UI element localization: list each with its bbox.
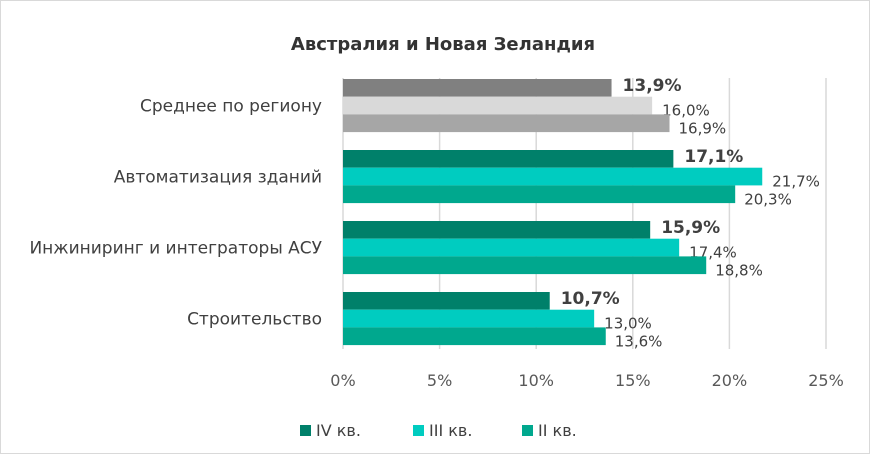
chart-title: Австралия и Новая Зеландия bbox=[291, 34, 595, 55]
legend-swatch bbox=[413, 425, 424, 436]
legend-swatch bbox=[300, 425, 311, 436]
data-label: 20,3% bbox=[744, 190, 792, 208]
bar bbox=[343, 221, 651, 239]
category-label: Инжиниринг и интеграторы АСУ bbox=[29, 239, 322, 259]
bar bbox=[343, 79, 612, 97]
bar bbox=[343, 238, 680, 257]
data-label: 16,9% bbox=[679, 119, 727, 137]
bar bbox=[343, 167, 763, 186]
bar bbox=[343, 309, 595, 328]
bar bbox=[343, 96, 653, 115]
data-label: 13,6% bbox=[615, 332, 663, 350]
x-tick-label: 10% bbox=[518, 371, 554, 390]
data-label: 21,7% bbox=[772, 173, 820, 191]
data-label: 15,9% bbox=[661, 218, 720, 238]
data-label: 18,8% bbox=[715, 261, 763, 279]
x-tick-label: 15% bbox=[615, 371, 651, 390]
legend-label: III кв. bbox=[429, 421, 472, 440]
category-label: Автоматизация зданий bbox=[114, 168, 322, 188]
legend-swatch bbox=[522, 425, 533, 436]
legend-label: II кв. bbox=[538, 421, 577, 440]
bar bbox=[343, 256, 707, 275]
x-tick-label: 25% bbox=[808, 371, 844, 390]
data-label: 13,0% bbox=[604, 315, 652, 333]
x-tick-label: 5% bbox=[427, 371, 452, 390]
bar bbox=[343, 150, 674, 168]
bar bbox=[343, 292, 550, 310]
legend-label: IV кв. bbox=[316, 421, 361, 440]
bar bbox=[343, 327, 606, 346]
data-label: 13,9% bbox=[623, 76, 682, 96]
x-tick-label: 20% bbox=[712, 371, 748, 390]
data-label: 17,1% bbox=[684, 147, 743, 167]
x-tick-label: 0% bbox=[330, 371, 355, 390]
bar bbox=[343, 114, 670, 133]
data-label: 16,0% bbox=[662, 102, 710, 120]
category-label: Среднее по региону bbox=[140, 97, 322, 117]
category-label: Строительство bbox=[187, 310, 322, 330]
bar bbox=[343, 185, 736, 204]
data-label: 10,7% bbox=[561, 289, 620, 309]
